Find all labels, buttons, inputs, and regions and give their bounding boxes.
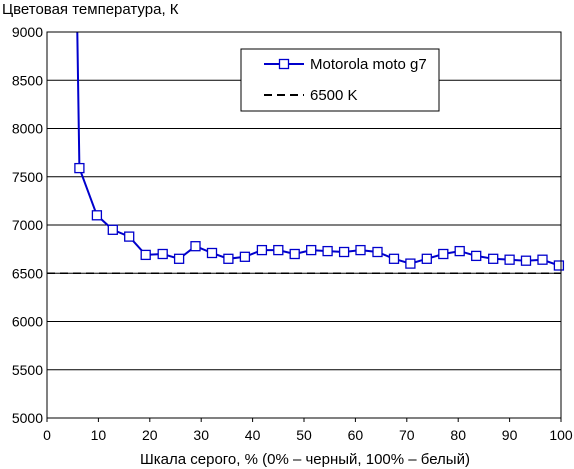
x-tick-label-10: 10 bbox=[91, 427, 107, 443]
data-point bbox=[239, 251, 251, 262]
data-point bbox=[223, 253, 234, 264]
data-point bbox=[206, 247, 218, 259]
y-tick-label-6000: 6000 bbox=[12, 314, 43, 330]
data-point bbox=[190, 241, 201, 252]
data-point bbox=[454, 245, 465, 257]
data-point bbox=[553, 260, 565, 271]
x-tick-label-20: 20 bbox=[142, 427, 158, 443]
x-tick-label-40: 40 bbox=[245, 427, 261, 443]
y-tick-label-8500: 8500 bbox=[12, 72, 43, 88]
data-point bbox=[306, 244, 317, 256]
x-tick-label-70: 70 bbox=[399, 427, 415, 443]
plot-area bbox=[47, 31, 565, 274]
data-point bbox=[124, 231, 135, 242]
x-tick-label-30: 30 bbox=[193, 427, 209, 443]
data-point bbox=[256, 244, 268, 256]
data-point bbox=[405, 258, 416, 269]
y-tick-label-8000: 8000 bbox=[12, 121, 43, 137]
x-tick-label-100: 100 bbox=[549, 427, 573, 443]
plot-frame bbox=[46, 31, 562, 419]
data-point bbox=[157, 248, 168, 260]
x-axis-title: Шкала серого, % (0% – черный, 100% – бел… bbox=[140, 451, 470, 468]
data-point bbox=[289, 248, 300, 260]
data-point bbox=[388, 253, 400, 264]
data-point bbox=[338, 246, 350, 258]
y-tick-label-7500: 7500 bbox=[12, 169, 43, 185]
legend-box bbox=[240, 48, 440, 112]
y-tick-label-5000: 5000 bbox=[12, 410, 43, 426]
data-point bbox=[355, 244, 366, 256]
data-point bbox=[140, 249, 151, 261]
data-point bbox=[537, 254, 548, 265]
x-tick-label-60: 60 bbox=[348, 427, 364, 443]
data-point bbox=[471, 250, 482, 262]
x-tick-label-50: 50 bbox=[296, 427, 312, 443]
y-tick-label-6500: 6500 bbox=[12, 265, 43, 281]
y-tick-label-5500: 5500 bbox=[12, 362, 43, 378]
data-point bbox=[173, 253, 185, 264]
data-point bbox=[488, 253, 499, 264]
legend-label-reference: 6500 K bbox=[310, 87, 358, 104]
y-tick-labels: 5000 5500 6000 6500 7000 7500 8000 8500 9000 bbox=[12, 24, 43, 426]
y-tick-label-9000: 9000 bbox=[12, 24, 43, 40]
legend-square-marker-icon bbox=[278, 58, 290, 70]
x-tick-label-0: 0 bbox=[43, 427, 51, 443]
data-point bbox=[520, 255, 532, 266]
data-point bbox=[372, 246, 383, 258]
x-tick-labels: 0 10 20 30 40 50 60 70 80 90 100 bbox=[43, 418, 573, 443]
data-point bbox=[74, 162, 85, 174]
legend-label-series: Motorola moto g7 bbox=[310, 56, 427, 73]
x-tick-label-90: 90 bbox=[502, 427, 518, 443]
y-axis-title: Цветовая температура, К bbox=[2, 1, 179, 18]
y-tick-label-7000: 7000 bbox=[12, 217, 43, 233]
data-point bbox=[438, 248, 449, 260]
data-point bbox=[107, 224, 118, 235]
data-point bbox=[504, 254, 515, 265]
data-point bbox=[91, 210, 103, 221]
data-point bbox=[421, 253, 432, 264]
legend: Motorola moto g7 6500 K bbox=[240, 48, 440, 112]
data-point bbox=[322, 245, 333, 257]
data-point bbox=[273, 244, 284, 256]
x-tick-label-80: 80 bbox=[450, 427, 466, 443]
